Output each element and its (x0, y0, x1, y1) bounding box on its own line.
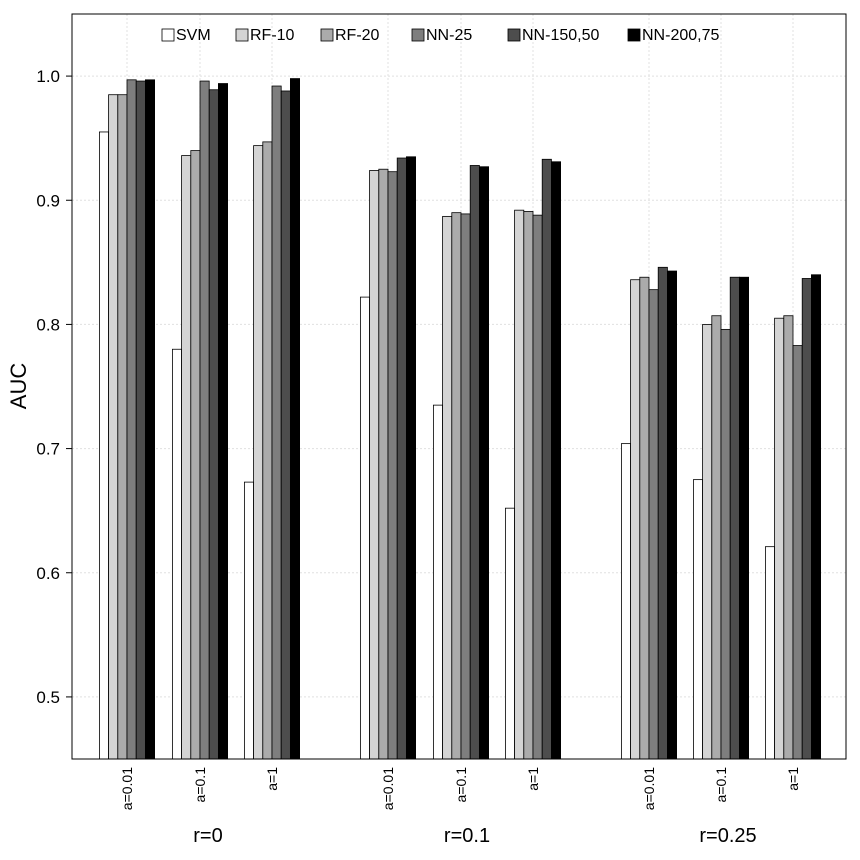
legend-swatch (320, 28, 334, 42)
bar-nn-200-75 (478, 166, 489, 760)
legend-swatch (627, 28, 641, 42)
legend-swatch (507, 28, 521, 42)
bar-nn-200-75 (811, 274, 822, 760)
bar-nn-150-50 (541, 158, 552, 760)
bar-nn-150-50 (280, 90, 291, 760)
bar-svm (432, 404, 443, 760)
category-label: a=1 (525, 767, 541, 791)
bar-rf-20 (262, 141, 273, 760)
plot-frame (71, 13, 847, 760)
bar-rf-10 (442, 215, 453, 760)
bar-svm (243, 481, 254, 760)
bar-rf-10 (253, 145, 264, 760)
legend-swatch (235, 28, 249, 42)
bar-nn-25 (792, 345, 803, 760)
legend-label: NN-25 (426, 27, 472, 44)
bar-rf-10 (702, 324, 713, 760)
bar-nn-150-50 (729, 276, 740, 760)
bar-nn-25 (199, 80, 210, 760)
y-tick-label: 0.9 (36, 191, 60, 210)
bar-nn-25 (126, 79, 137, 760)
bar-nn-200-75 (289, 78, 300, 760)
y-tick-label: 0.7 (36, 440, 60, 459)
bar-nn-150-50 (801, 278, 812, 760)
category-label: a=0.01 (119, 767, 135, 810)
category-label: a=1 (264, 767, 280, 791)
legend-swatch (161, 28, 175, 42)
bar-nn-200-75 (551, 161, 562, 760)
bar-rf-10 (181, 155, 192, 760)
bar-nn-25 (460, 213, 471, 760)
bar-rf-10 (108, 94, 119, 760)
bar-rf-10 (774, 317, 785, 760)
y-tick-label: 0.8 (36, 315, 60, 334)
bar-nn-25 (271, 85, 282, 760)
bar-nn-200-75 (144, 79, 155, 760)
y-axis-title: AUC (6, 363, 31, 410)
legend: SVM RF-10 RF-20 NN-25 NN-150,50 NN-200,75 (161, 27, 719, 44)
bar-nn-150-50 (208, 89, 219, 760)
bar-svm (504, 507, 515, 760)
legend-label: RF-20 (335, 27, 380, 44)
bar-rf-10 (369, 170, 380, 760)
bar-rf-10 (514, 209, 525, 760)
y-tick-label: 0.6 (36, 564, 60, 583)
category-label: a=0.1 (453, 767, 469, 803)
legend-label: NN-150,50 (522, 27, 599, 44)
legend-label: NN-200,75 (642, 27, 719, 44)
bar-nn-25 (720, 328, 731, 760)
y-tick-label: 1.0 (36, 67, 60, 86)
bar-rf-20 (117, 94, 128, 760)
bars (99, 78, 822, 760)
y-tick-label: 0.5 (36, 688, 60, 707)
category-label: a=0.1 (713, 767, 729, 803)
bar-rf-10 (630, 279, 641, 760)
bar-svm (693, 479, 704, 760)
bar-nn-25 (532, 214, 543, 760)
bar-rf-20 (523, 211, 534, 760)
bar-nn-200-75 (739, 276, 750, 760)
bar-svm (171, 348, 182, 760)
bar-nn-150-50 (469, 165, 480, 760)
bar-nn-25 (648, 289, 659, 760)
bar-rf-20 (451, 212, 462, 760)
group-label: r=0.1 (444, 825, 490, 847)
category-labels: a=0.01 a=0.1 a=1 r=0 a=0.01 a=0.1 a=1 r=0.1 a=0.… (119, 767, 801, 847)
bar-svm (765, 546, 776, 760)
legend-swatch (411, 28, 425, 42)
category-label: a=1 (785, 767, 801, 791)
group-label: r=0.25 (699, 825, 756, 847)
bar-rf-20 (190, 150, 201, 760)
bar-rf-20 (711, 315, 722, 760)
category-label: a=0.1 (192, 767, 208, 803)
bar-nn-25 (387, 171, 398, 760)
bar-nn-200-75 (667, 270, 678, 760)
bar-nn-200-75 (405, 156, 416, 760)
bar-rf-20 (378, 168, 389, 760)
category-label: a=0.01 (641, 767, 657, 810)
legend-label: SVM (176, 27, 211, 44)
bar-svm (359, 296, 370, 760)
bar-svm (99, 131, 110, 760)
y-axis-ticks: 0.5 0.6 0.7 0.8 0.9 1.0 (36, 67, 72, 707)
bar-rf-20 (783, 315, 794, 760)
bar-nn-150-50 (135, 80, 146, 760)
bar-rf-20 (639, 276, 650, 760)
bar-nn-150-50 (396, 157, 407, 760)
legend-label: RF-10 (250, 27, 295, 44)
bar-nn-200-75 (217, 83, 228, 760)
bar-nn-150-50 (657, 266, 668, 760)
group-label: r=0 (193, 825, 222, 847)
category-label: a=0.01 (380, 767, 396, 810)
bar-svm (621, 443, 632, 760)
